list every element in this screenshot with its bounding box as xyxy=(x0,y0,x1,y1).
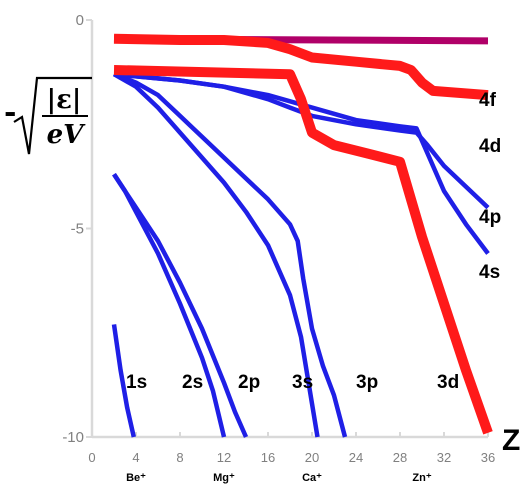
y-tick-label: -10 xyxy=(62,429,84,446)
x-tick-label: 16 xyxy=(261,450,275,465)
x-tick-label: 36 xyxy=(481,450,495,465)
x-tick-label: 0 xyxy=(88,450,95,465)
y-tick-label: 0 xyxy=(76,12,84,29)
series-label-3p: 3p xyxy=(356,372,378,393)
y-label-radical xyxy=(13,76,92,155)
x-tick-label: 32 xyxy=(437,450,451,465)
element-label: Ca⁺ xyxy=(302,472,322,484)
x-tick-label: 28 xyxy=(393,450,407,465)
series-line-2s xyxy=(112,173,227,438)
labels-layer: 1s 2s 2p 3s 3p 3d 4s 4p 4d 4f Be⁺ Mg⁺ Ca⁺ Zn⁺ xyxy=(126,90,501,484)
series-line-3d xyxy=(113,65,493,435)
element-label: Zn⁺ xyxy=(412,472,431,484)
series-label-4f: 4f xyxy=(479,90,497,111)
y-label-numerator: |ε| xyxy=(47,85,82,115)
x-tick-label: 12 xyxy=(217,450,231,465)
y-label-denominator: eV xyxy=(47,120,87,150)
series-label-1s: 1s xyxy=(126,372,147,393)
series-label-3d: 3d xyxy=(437,372,459,393)
series-line-4d xyxy=(113,33,489,101)
series-line-2p xyxy=(112,173,249,438)
ticks: 0 4 8 12 16 20 24 28 32 36 0 -5 -10 xyxy=(62,12,495,465)
series-line-4p xyxy=(113,71,490,210)
x-tick-label: 20 xyxy=(305,450,319,465)
x-tick-label: 24 xyxy=(349,450,363,465)
series-layer xyxy=(111,33,493,438)
series-label-4d: 4d xyxy=(479,136,501,157)
y-tick-label: -5 xyxy=(71,221,84,238)
element-label: Mg⁺ xyxy=(213,472,235,484)
series-label-3s: 3s xyxy=(292,372,313,393)
series-label-2s: 2s xyxy=(182,372,203,393)
series-label-2p: 2p xyxy=(238,372,260,393)
x-axis-label: Z xyxy=(502,424,520,457)
x-tick-label: 8 xyxy=(176,450,183,465)
series-line-3s xyxy=(112,72,320,438)
series-label-4p: 4p xyxy=(479,207,501,228)
element-label: Be⁺ xyxy=(126,472,146,484)
series-line-1s xyxy=(111,324,136,438)
y-axis-label: - |ε| eV xyxy=(4,76,92,155)
series-line-3p xyxy=(113,72,348,438)
series-label-4s: 4s xyxy=(479,262,500,283)
x-tick-label: 4 xyxy=(132,450,139,465)
y-label-sign: - xyxy=(4,95,16,130)
